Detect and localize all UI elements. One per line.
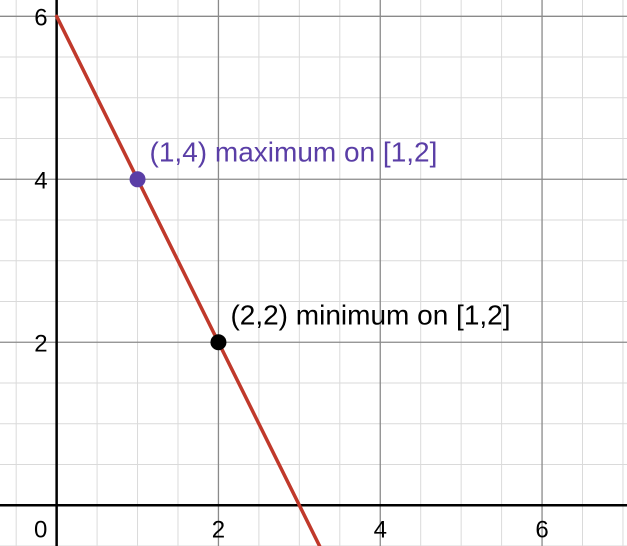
x-tick-label: 6: [535, 516, 548, 543]
x-tick-label: 0: [34, 516, 47, 543]
y-tick-label: 4: [34, 167, 47, 194]
x-tick-label: 4: [374, 516, 387, 543]
point-label: (2,2) minimum on [1,2]: [230, 299, 510, 330]
data-point: [129, 171, 146, 188]
y-tick-label: 6: [34, 4, 47, 31]
points-layer: (1,4) maximum on [1,2] (2,2) minimum on […: [129, 136, 511, 351]
point-label: (1,4) maximum on [1,2]: [150, 136, 438, 167]
tick-labels: 0 2 4 6 2 4 6: [34, 4, 549, 543]
data-point: [210, 334, 227, 351]
series-layer: [54, 14, 322, 546]
y-tick-label: 2: [34, 330, 47, 357]
series-line: [54, 14, 322, 546]
x-tick-label: 2: [212, 516, 225, 543]
